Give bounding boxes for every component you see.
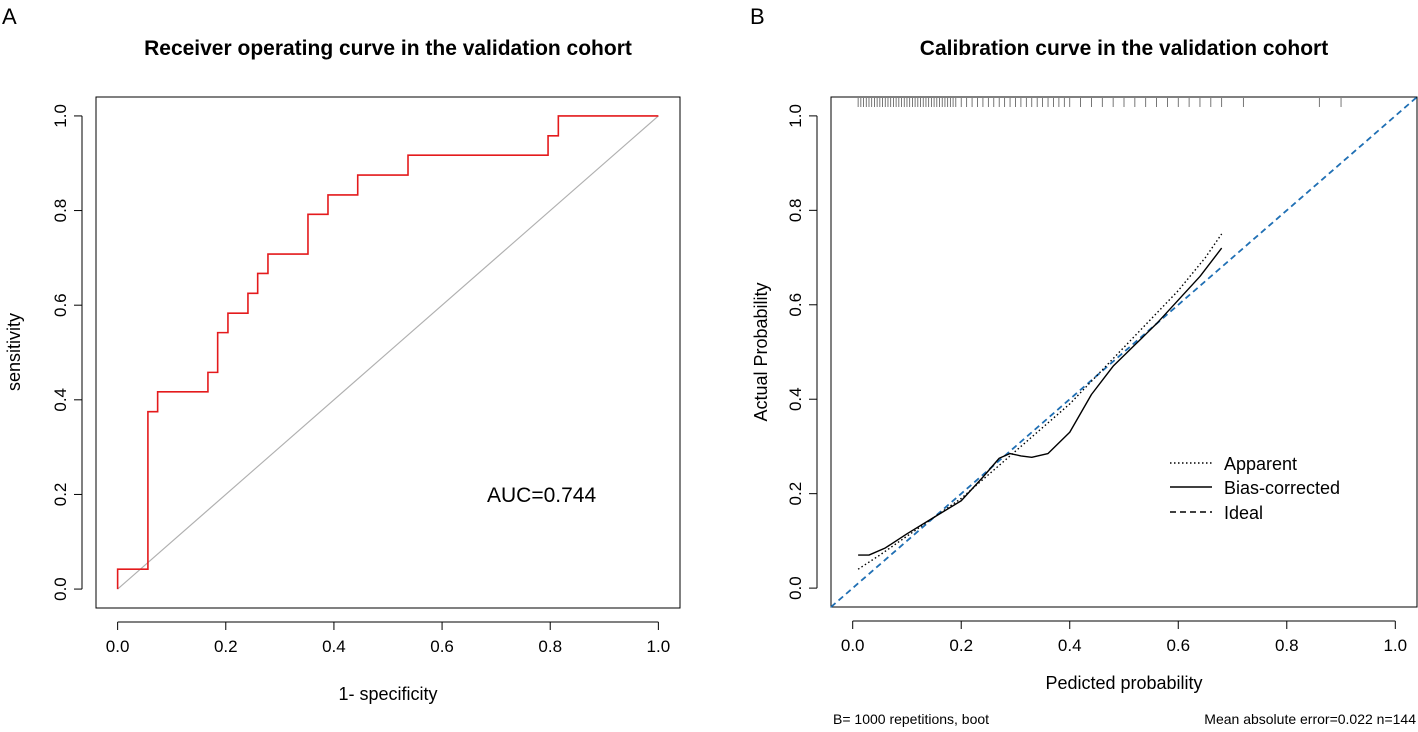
panel-b-y-label: Actual Probability: [751, 282, 771, 421]
a-x-tick-label: 0.2: [214, 637, 238, 656]
series-line-apparent: [857, 233, 1223, 570]
panel-b-legend: Apparent Bias-corrected Ideal: [1170, 454, 1340, 523]
b-y-tick-label: 0.8: [786, 199, 805, 223]
b-y-tick-label: 1.0: [786, 104, 805, 128]
a-y-tick-label: 0.2: [51, 483, 70, 507]
b-y-tick-label: 0.2: [786, 482, 805, 506]
a-y-tick-label: 0.8: [51, 199, 70, 223]
panel-a-x-label: 1- specificity: [338, 684, 437, 704]
legend-label-ideal: Ideal: [1224, 503, 1263, 523]
panel-b-footer-right: Mean absolute error=0.022 n=144: [1204, 711, 1416, 727]
b-y-tick-label: 0.6: [786, 293, 805, 317]
a-y-tick-label: 1.0: [51, 104, 70, 128]
panel-b-x-axis: 0.0 0.2 0.4 0.6 0.8 1.0: [841, 620, 1407, 655]
roc-curve-line: [116, 115, 659, 590]
panel-b-letter: B: [750, 4, 765, 29]
b-x-tick-label: 0.2: [949, 636, 973, 655]
panel-a-series-layer: [116, 115, 659, 590]
panel-b-footer-left: B= 1000 repetitions, boot: [833, 711, 989, 727]
a-y-tick-label: 0.6: [51, 293, 70, 317]
panel-b: B Calibration curve in the validation co…: [750, 4, 1418, 727]
panel-a-x-axis: 0.0 0.2 0.4 0.6 0.8 1.0: [106, 621, 671, 656]
a-y-tick-label: 0.0: [51, 577, 70, 601]
a-x-tick-label: 1.0: [647, 637, 671, 656]
legend-label-bias-corrected: Bias-corrected: [1224, 478, 1340, 498]
panel-a-y-axis: 0.0 0.2 0.4 0.6 0.8 1.0: [51, 104, 83, 601]
panel-b-series-layer: [830, 96, 1418, 608]
b-y-tick-label: 0.4: [786, 387, 805, 411]
panel-b-x-label: Pedicted probability: [1045, 673, 1202, 693]
b-x-tick-label: 0.4: [1058, 636, 1082, 655]
panel-a-y-label: sensitivity: [4, 313, 24, 391]
b-y-tick-label: 0.0: [786, 576, 805, 600]
panel-b-rug: [857, 98, 1342, 107]
roc-reference-diagonal: [117, 115, 659, 590]
panel-a-plot-frame: [95, 96, 681, 609]
panel-a-title: Receiver operating curve in the validati…: [144, 37, 632, 60]
panel-a-letter: A: [2, 4, 17, 29]
panel-b-y-axis: 0.0 0.2 0.4 0.6 0.8 1.0: [786, 104, 818, 600]
series-line-bias-corrected: [858, 247, 1223, 556]
panel-a: A Receiver operating curve in the valida…: [2, 4, 681, 704]
b-x-tick-label: 0.6: [1166, 636, 1190, 655]
b-x-tick-label: 1.0: [1383, 636, 1407, 655]
panel-a-auc-annotation: AUC=0.744: [487, 484, 596, 507]
a-y-tick-label: 0.4: [51, 388, 70, 412]
panel-b-plot-frame: [830, 96, 1418, 608]
a-x-tick-label: 0.8: [538, 637, 562, 656]
a-x-tick-label: 0.6: [430, 637, 454, 656]
b-x-tick-label: 0.8: [1275, 636, 1299, 655]
panel-b-title: Calibration curve in the validation coho…: [920, 37, 1328, 60]
a-x-tick-label: 0.4: [322, 637, 346, 656]
a-x-tick-label: 0.0: [106, 637, 130, 656]
legend-label-apparent: Apparent: [1224, 454, 1297, 474]
series-line-ideal: [830, 96, 1418, 608]
b-x-tick-label: 0.0: [841, 636, 865, 655]
